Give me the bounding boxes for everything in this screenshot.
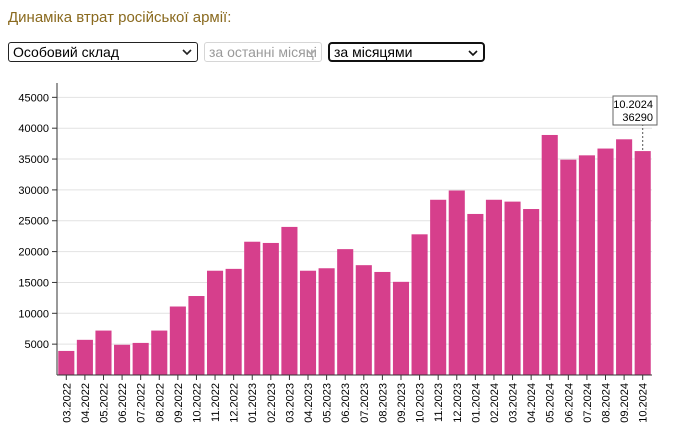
tooltip-label: 10.2024 — [613, 99, 653, 111]
x-tick-label: 08.2024 — [601, 383, 613, 423]
x-tick-label: 02.2024 — [489, 383, 501, 423]
chevron-down-icon — [306, 49, 316, 56]
x-tick-label: 10.2022 — [191, 383, 203, 423]
bar — [634, 151, 651, 375]
bar — [448, 190, 465, 375]
bar — [244, 241, 261, 375]
bar — [281, 226, 298, 375]
grouping-select-value: за місяцями — [334, 44, 413, 60]
bar — [578, 155, 595, 375]
bar — [95, 330, 112, 375]
y-tick-label: 5000 — [25, 339, 49, 351]
chevron-down-icon — [468, 50, 478, 57]
x-tick-label: 03.2022 — [61, 383, 73, 423]
x-tick-label: 06.2022 — [117, 383, 129, 423]
page-title: Динаміка втрат російської армії: — [8, 9, 232, 26]
category-select[interactable]: Особовий склад — [8, 42, 198, 62]
x-tick-label: 10.2023 — [415, 383, 427, 423]
bar — [151, 330, 168, 375]
bar — [355, 265, 372, 375]
bar — [467, 213, 484, 375]
bar — [337, 249, 354, 375]
bar — [188, 296, 205, 375]
bar — [299, 270, 317, 375]
bar — [76, 339, 93, 375]
x-tick-label: 11.2022 — [210, 383, 222, 422]
bar — [132, 342, 149, 375]
tooltip-box — [612, 95, 658, 126]
bar — [616, 139, 633, 375]
x-tick-label: 09.2023 — [396, 383, 408, 423]
bar — [114, 344, 131, 375]
bar — [169, 306, 186, 375]
category-select-value: Особовий склад — [13, 44, 120, 60]
x-tick-label: 07.2024 — [582, 383, 594, 423]
period-select[interactable]: за останні місяці — [204, 42, 322, 62]
x-tick-label: 02.2023 — [266, 383, 278, 423]
bar — [262, 242, 279, 375]
x-tick-label: 01.2023 — [247, 383, 259, 423]
x-tick-label: 07.2023 — [359, 383, 371, 423]
y-tick-label: 45000 — [18, 92, 49, 104]
x-tick-label: 05.2022 — [98, 383, 110, 423]
y-tick-label: 35000 — [18, 154, 49, 166]
x-tick-label: 07.2022 — [136, 383, 148, 423]
y-tick-label: 10000 — [18, 308, 49, 320]
x-tick-label: 04.2024 — [526, 383, 538, 423]
x-tick-label: 09.2024 — [619, 383, 631, 423]
x-tick-label: 09.2022 — [173, 383, 185, 423]
x-tick-label: 04.2023 — [303, 383, 315, 423]
tooltip-value: 36290 — [622, 112, 653, 124]
x-tick-label: 12.2022 — [229, 383, 241, 423]
filter-controls: Особовий склад за останні місяці за міся… — [8, 42, 485, 64]
bar — [207, 270, 224, 375]
x-tick-label: 01.2024 — [470, 383, 482, 423]
bar — [485, 199, 502, 375]
grouping-select[interactable]: за місяцями — [328, 42, 485, 62]
x-tick-label: 05.2023 — [322, 383, 334, 423]
x-tick-label: 11.2023 — [433, 383, 445, 422]
bar — [374, 271, 391, 375]
bar — [560, 159, 577, 375]
bar — [58, 350, 75, 375]
x-tick-label: 05.2024 — [545, 383, 557, 423]
y-tick-label: 25000 — [18, 216, 49, 228]
x-tick-label: 12.2023 — [452, 383, 464, 423]
bar — [430, 199, 447, 375]
x-tick-label: 04.2022 — [80, 383, 92, 423]
x-tick-label: 03.2024 — [508, 383, 520, 423]
y-tick-label: 30000 — [18, 185, 49, 197]
bar — [541, 134, 558, 375]
bar — [504, 201, 521, 375]
x-tick-label: 08.2023 — [377, 383, 389, 423]
bar — [523, 209, 540, 375]
bar — [597, 148, 614, 375]
x-tick-label: 06.2024 — [563, 383, 575, 423]
x-tick-label: 06.2023 — [340, 383, 352, 423]
y-tick-label: 15000 — [18, 277, 49, 289]
y-tick-label: 20000 — [18, 247, 49, 259]
bar — [392, 281, 410, 375]
y-tick-label: 40000 — [18, 123, 49, 135]
x-tick-label: 10.2024 — [638, 383, 650, 423]
bar — [411, 234, 428, 375]
bar — [318, 268, 335, 375]
x-tick-label: 03.2023 — [284, 383, 296, 423]
chevron-down-icon — [182, 49, 192, 56]
period-select-value: за останні місяці — [209, 44, 317, 60]
bar — [225, 268, 242, 375]
x-tick-label: 08.2022 — [154, 383, 166, 423]
